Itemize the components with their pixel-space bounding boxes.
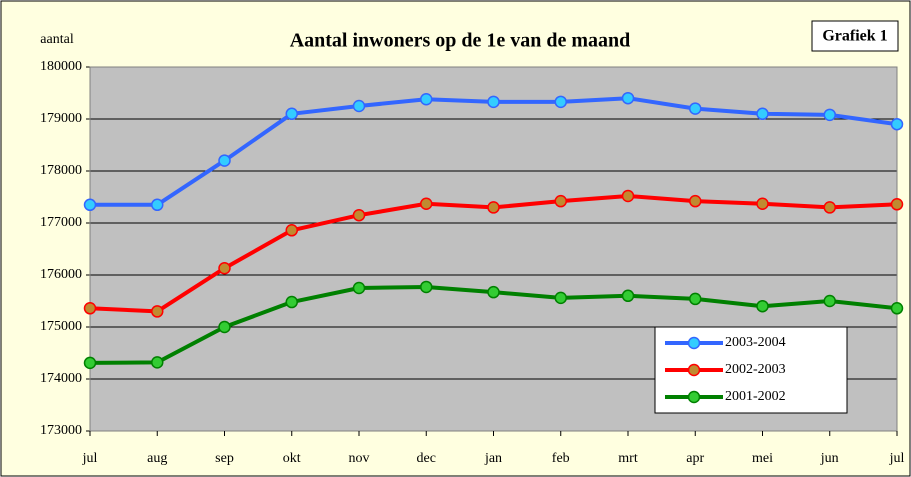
data-point: [689, 194, 702, 208]
data-point: [890, 117, 904, 131]
data-point: [890, 302, 904, 315]
data-point: [487, 201, 500, 214]
data-point: [352, 208, 366, 222]
data-point: [621, 289, 635, 303]
data-point: [420, 280, 433, 294]
data-point: [285, 107, 298, 121]
data-point: [420, 197, 433, 211]
x-tick-label: jun: [820, 451, 839, 466]
legend-label: 2001-2002: [725, 389, 786, 404]
data-point: [83, 356, 97, 370]
data-point: [83, 198, 97, 212]
data-point: [487, 285, 500, 299]
legend-marker: [687, 336, 701, 350]
data-point: [823, 294, 836, 308]
annotation: Grafiek 1: [822, 28, 887, 45]
data-point: [285, 295, 298, 309]
data-point: [689, 292, 702, 306]
data-point: [823, 201, 836, 214]
data-point: [756, 107, 769, 121]
y-tick-label: 178000: [40, 163, 82, 178]
y-tick-label: 176000: [40, 267, 82, 282]
data-point: [151, 305, 164, 318]
data-point: [218, 320, 231, 334]
x-tick-label: jul: [889, 451, 905, 466]
legend-label: 2003-2004: [725, 335, 786, 350]
y-tick-label: 180000: [40, 59, 82, 74]
x-tick-label: aug: [147, 451, 167, 466]
data-point: [554, 291, 567, 305]
chart-title: Aantal inwoners op de 1e van de maand: [290, 30, 631, 52]
x-tick-label: jan: [484, 451, 502, 466]
x-tick-label: jul: [82, 451, 98, 466]
legend-marker: [687, 390, 701, 404]
x-tick-label: okt: [283, 451, 301, 466]
data-point: [218, 261, 231, 275]
x-tick-label: sep: [215, 451, 234, 466]
data-point: [621, 91, 635, 105]
legend-marker: [687, 363, 701, 377]
annotation-box: [811, 20, 899, 52]
x-tick-label: mrt: [618, 451, 638, 466]
data-point: [554, 194, 567, 208]
data-point: [352, 281, 366, 295]
y-tick-label: 173000: [40, 423, 82, 438]
data-point: [823, 108, 836, 122]
data-point: [352, 99, 366, 113]
data-point: [487, 95, 500, 109]
y-tick-label: 174000: [40, 371, 82, 386]
data-point: [621, 189, 635, 203]
y-tick-label: 177000: [40, 215, 82, 230]
data-point: [151, 356, 164, 369]
legend-label: 2002-2003: [725, 362, 786, 377]
data-point: [218, 154, 231, 167]
x-tick-label: nov: [349, 451, 370, 466]
x-tick-label: feb: [552, 451, 570, 466]
y-axis-label: aantal: [40, 32, 74, 47]
data-point: [756, 299, 769, 313]
y-tick-label: 179000: [40, 111, 82, 126]
data-point: [890, 198, 904, 211]
data-point: [689, 102, 702, 115]
x-tick-label: apr: [686, 451, 704, 466]
data-point: [83, 302, 97, 315]
x-tick-label: mei: [752, 451, 773, 466]
x-tick-label: dec: [417, 451, 436, 466]
y-tick-label: 175000: [40, 319, 82, 334]
data-point: [151, 198, 164, 212]
data-point: [756, 197, 769, 211]
data-point: [420, 92, 433, 106]
data-point: [285, 224, 298, 237]
data-point: [554, 95, 567, 109]
